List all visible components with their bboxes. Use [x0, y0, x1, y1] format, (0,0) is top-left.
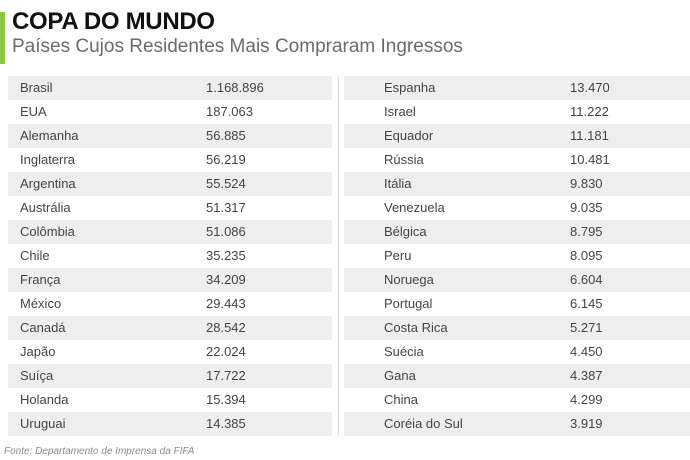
ticket-count: 51.086 — [206, 224, 246, 239]
table-row: Canadá 28.542 — [8, 316, 332, 340]
country-name: Israel — [384, 104, 416, 119]
table-row: Portugal 6.145 — [344, 292, 690, 316]
ticket-count: 55.524 — [206, 176, 246, 191]
country-name: Rússia — [384, 152, 424, 167]
country-name: Suécia — [384, 344, 424, 359]
table-row: Suécia 4.450 — [344, 340, 690, 364]
table-row: Venezuela 9.035 — [344, 196, 690, 220]
ticket-count: 4.450 — [570, 344, 603, 359]
ticket-count: 9.830 — [570, 176, 603, 191]
country-name: Japão — [20, 344, 56, 359]
ticket-count: 6.604 — [570, 272, 603, 287]
table-row: Itália 9.830 — [344, 172, 690, 196]
country-name: Costa Rica — [384, 320, 448, 335]
source-note: Fonte: Departamento de Imprensa da FIFA — [4, 446, 195, 457]
table-row: Inglaterra 56.219 — [8, 148, 332, 172]
table-row: Argentina 55.524 — [8, 172, 332, 196]
table-row: Brasil 1.168.896 — [8, 76, 332, 100]
table-row: Suíça 17.722 — [8, 364, 332, 388]
ticket-count: 1.168.896 — [206, 80, 264, 95]
ticket-count: 3.919 — [570, 416, 603, 431]
country-name: Peru — [384, 248, 412, 263]
country-name: Venezuela — [384, 200, 445, 215]
country-name: Noruega — [384, 272, 434, 287]
country-name: Coréia do Sul — [384, 416, 463, 431]
table-row: Uruguai 14.385 — [8, 412, 332, 436]
country-name: EUA — [20, 104, 47, 119]
ticket-count: 29.443 — [206, 296, 246, 311]
country-name: Portugal — [384, 296, 433, 311]
ticket-table: Brasil 1.168.896 EUA 187.063 Alemanha 56.885 I… — [8, 76, 690, 436]
ticket-count: 4.299 — [570, 392, 603, 407]
table-row: Rússia 10.481 — [344, 148, 690, 172]
country-name: Alemanha — [20, 128, 79, 143]
table-row: Gana 4.387 — [344, 364, 690, 388]
table-row: Bélgica 8.795 — [344, 220, 690, 244]
country-name: China — [384, 392, 418, 407]
ticket-count: 11.222 — [570, 104, 609, 119]
accent-bar — [0, 12, 5, 64]
ticket-count: 17.722 — [206, 368, 246, 383]
table-row: Espanha 13.470 — [344, 76, 690, 100]
country-name: Austrália — [20, 200, 71, 215]
ticket-count: 10.481 — [570, 152, 610, 167]
ticket-count: 4.387 — [570, 368, 603, 383]
country-name: Uruguai — [20, 416, 66, 431]
table-row: Coréia do Sul 3.919 — [344, 412, 690, 436]
ticket-count: 51.317 — [206, 200, 246, 215]
ticket-count: 14.385 — [206, 416, 246, 431]
ticket-count: 56.219 — [206, 152, 246, 167]
ticket-count: 187.063 — [206, 104, 253, 119]
country-name: França — [20, 272, 61, 287]
table-row: Austrália 51.317 — [8, 196, 332, 220]
table-row: Israel 11.222 — [344, 100, 690, 124]
table-row: México 29.443 — [8, 292, 332, 316]
ticket-count: 34.209 — [206, 272, 246, 287]
country-name: Colômbia — [20, 224, 75, 239]
country-name: Gana — [384, 368, 416, 383]
ticket-count: 28.542 — [206, 320, 246, 335]
table-row: Japão 22.024 — [8, 340, 332, 364]
country-name: Brasil — [20, 80, 53, 95]
table-row: Colômbia 51.086 — [8, 220, 332, 244]
table-column-right: Espanha 13.470 Israel 11.222 Equador 11.181 Rú… — [344, 76, 690, 436]
table-row: Noruega 6.604 — [344, 268, 690, 292]
ticket-count: 35.235 — [206, 248, 246, 263]
country-name: Suíça — [20, 368, 54, 383]
column-divider — [338, 76, 339, 436]
table-row: Costa Rica 5.271 — [344, 316, 690, 340]
country-name: Chile — [20, 248, 50, 263]
ticket-count: 56.885 — [206, 128, 246, 143]
country-name: Canadá — [20, 320, 66, 335]
ticket-count: 22.024 — [206, 344, 246, 359]
table-row: Chile 35.235 — [8, 244, 332, 268]
country-name: Equador — [384, 128, 434, 143]
ticket-count: 13.470 — [570, 80, 610, 95]
ticket-count: 8.795 — [570, 224, 603, 239]
table-column-left: Brasil 1.168.896 EUA 187.063 Alemanha 56.885 I… — [8, 76, 332, 436]
country-name: Holanda — [20, 392, 69, 407]
ticket-count: 8.095 — [570, 248, 603, 263]
ticket-count: 15.394 — [206, 392, 246, 407]
table-row: EUA 187.063 — [8, 100, 332, 124]
page-subtitle: Países Cujos Residentes Mais Compraram I… — [12, 36, 463, 57]
table-row: França 34.209 — [8, 268, 332, 292]
country-name: Espanha — [384, 80, 436, 95]
country-name: México — [20, 296, 62, 311]
ticket-count: 6.145 — [570, 296, 603, 311]
country-name: Argentina — [20, 176, 76, 191]
country-name: Bélgica — [384, 224, 427, 239]
table-row: Holanda 15.394 — [8, 388, 332, 412]
country-name: Itália — [384, 176, 412, 191]
table-row: China 4.299 — [344, 388, 690, 412]
ticket-count: 5.271 — [570, 320, 603, 335]
country-name: Inglaterra — [20, 152, 75, 167]
table-row: Equador 11.181 — [344, 124, 690, 148]
header: COPA DO MUNDO Países Cujos Residentes Ma… — [0, 8, 690, 64]
ticket-count: 9.035 — [570, 200, 603, 215]
ticket-count: 11.181 — [570, 128, 609, 143]
page-title: COPA DO MUNDO — [12, 8, 215, 35]
table-row: Alemanha 56.885 — [8, 124, 332, 148]
table-row: Peru 8.095 — [344, 244, 690, 268]
